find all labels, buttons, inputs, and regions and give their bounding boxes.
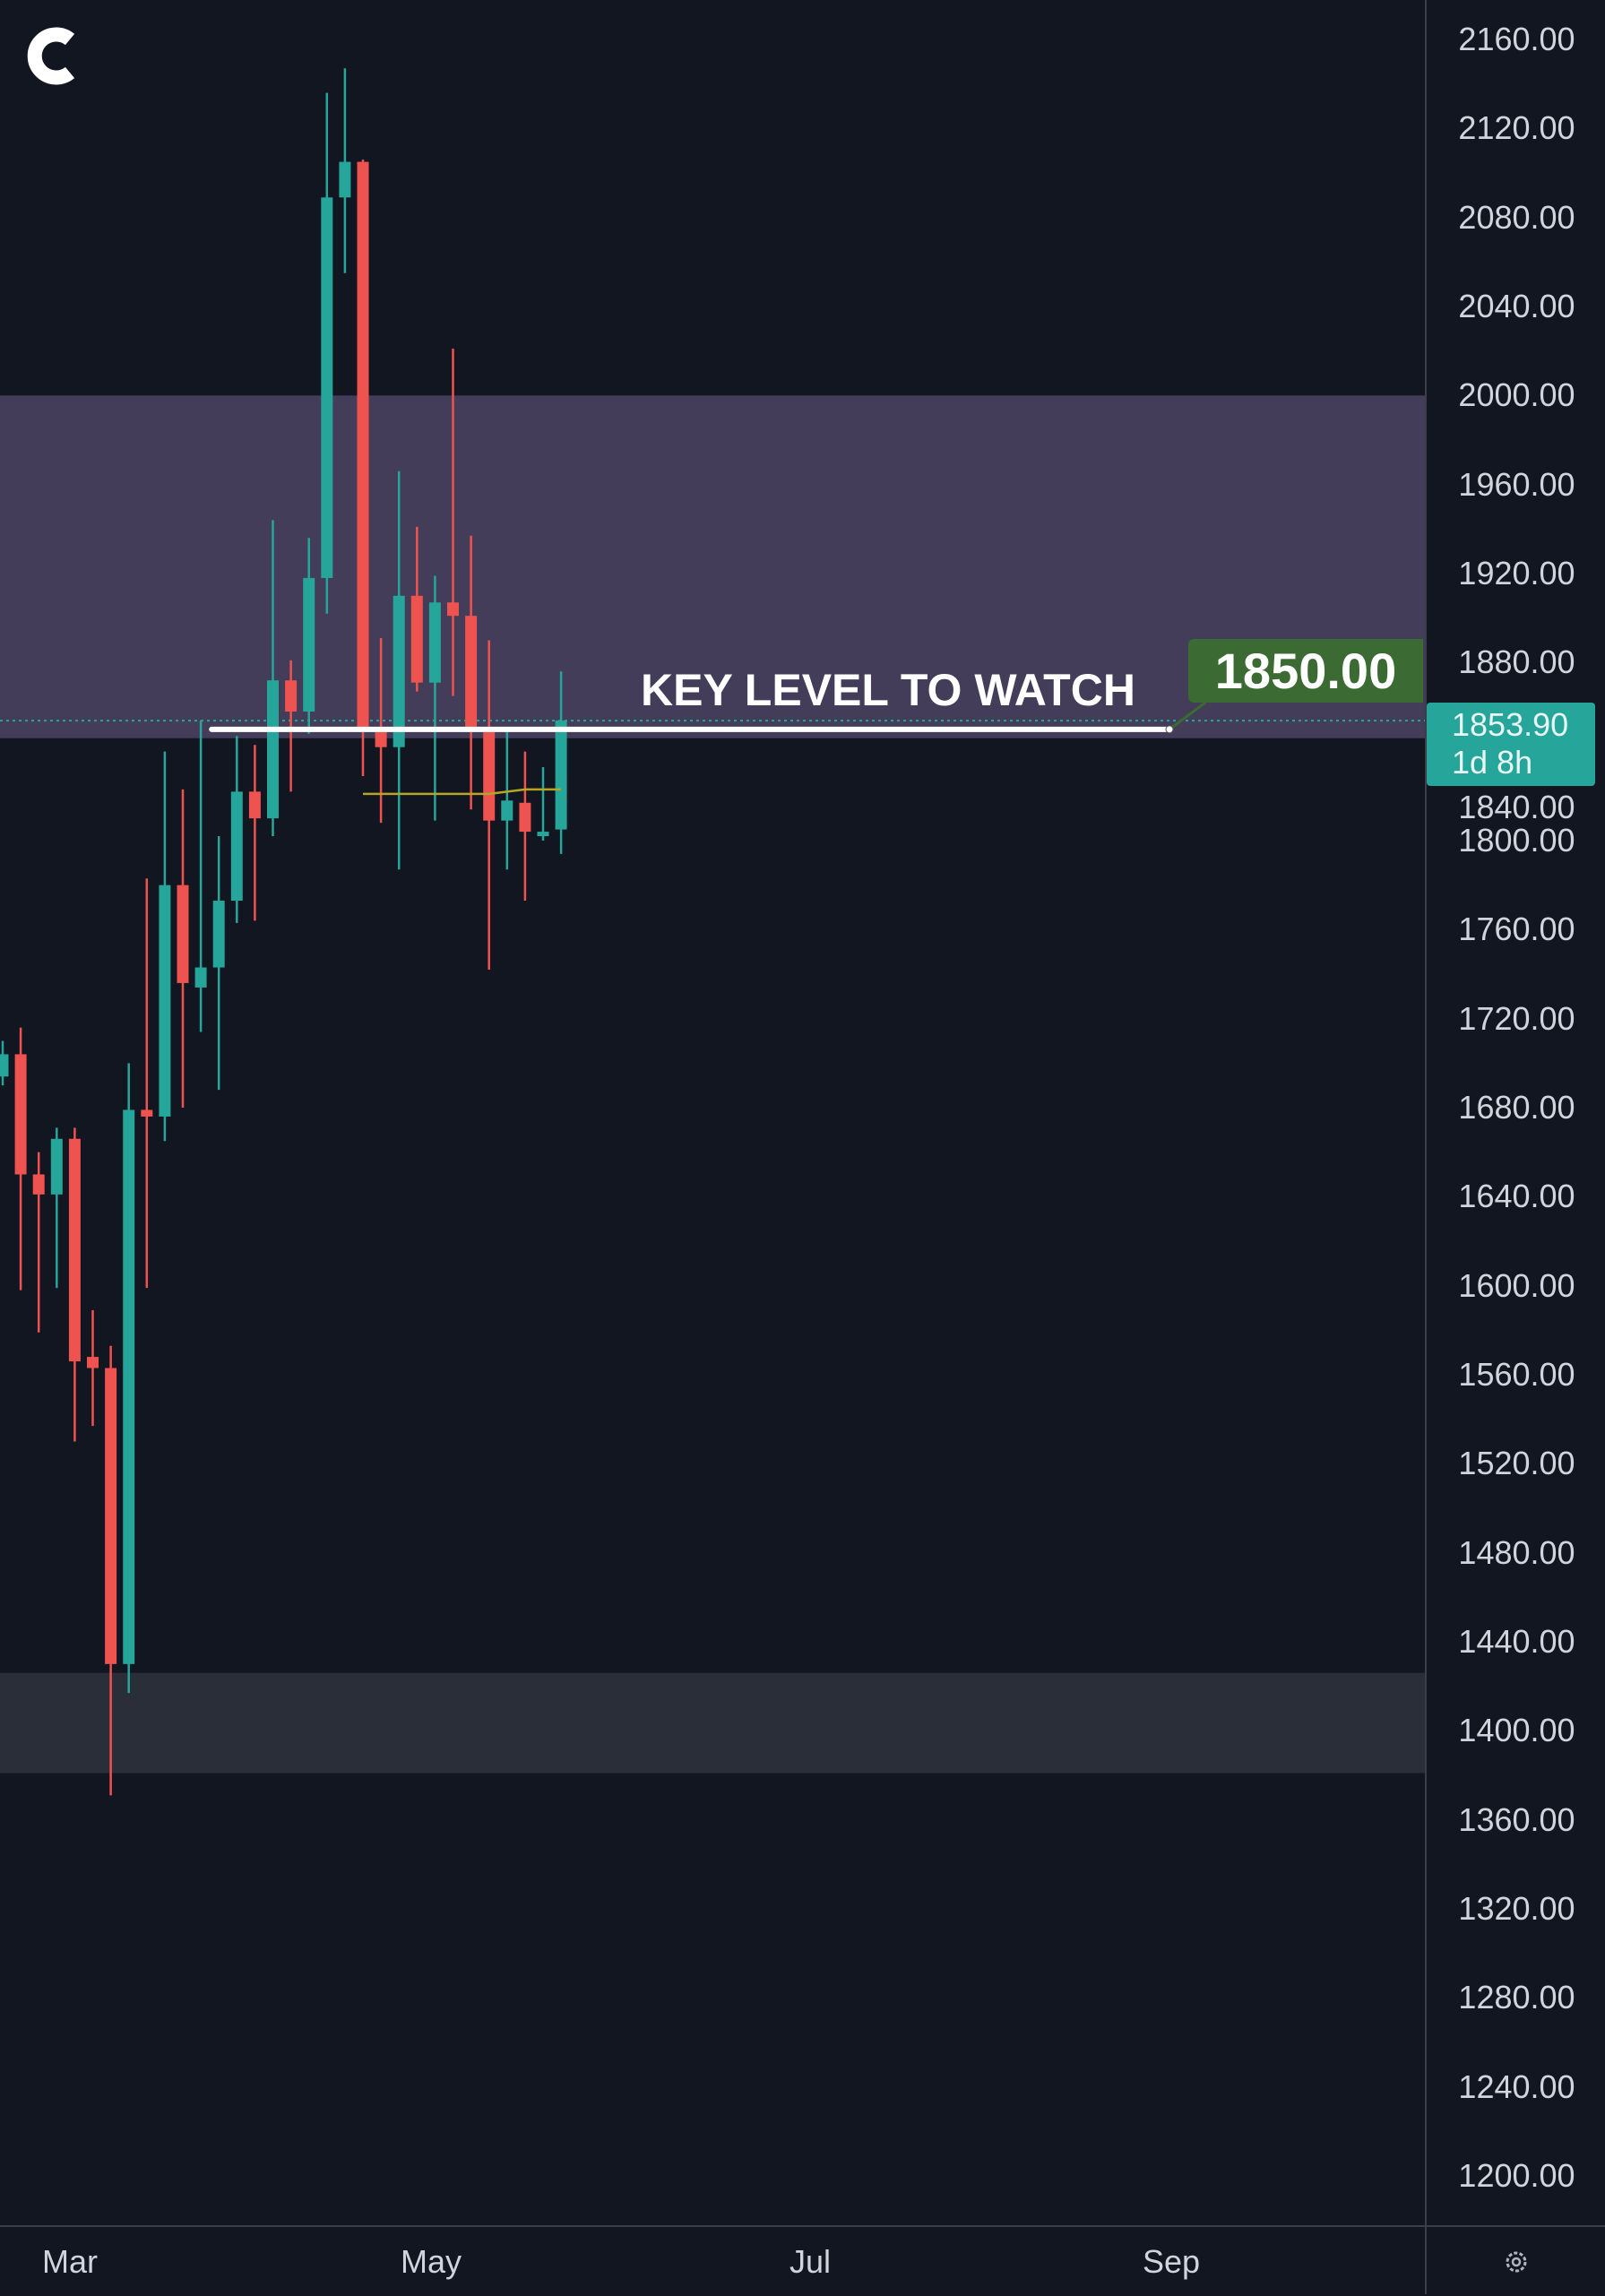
candle-body [0,1054,9,1077]
candle-body [501,800,513,821]
axis-corner [1425,2225,1605,2294]
candle-body [159,885,171,1117]
candle-body [303,577,315,712]
price-tick: 1440.00 [1458,1622,1575,1660]
candle-body [141,1109,153,1117]
key-level-handle [1165,725,1174,734]
moving-average-line [363,788,562,796]
candle-body [357,161,369,728]
time-tick: Jul [789,2243,832,2280]
candle-body [393,595,405,747]
price-tick: 2000.00 [1458,376,1575,414]
candle-body [519,802,531,833]
candle-body [32,1174,45,1195]
price-tick: 1400.00 [1458,1712,1575,1749]
gear-icon [1506,2251,1527,2273]
c-logo-icon [27,27,75,85]
bar-countdown: 1d 8h [1452,744,1533,781]
price-tick: 1720.00 [1458,999,1575,1037]
candle-body [321,197,333,578]
price-tick: 1320.00 [1458,1889,1575,1927]
price-tick: 1800.00 [1458,821,1575,859]
price-tick: 1960.00 [1458,465,1575,503]
price-tick: 2120.00 [1458,109,1575,147]
current-price-badge: 1853.90 1d 8h [1427,703,1595,786]
current-price-value: 1853.90 [1452,706,1569,743]
candle-body [68,1138,81,1362]
candle-body [339,161,351,198]
zone [0,395,1425,738]
price-tick: 1600.00 [1458,1266,1575,1304]
price-tick: 1680.00 [1458,1088,1575,1126]
candle-body [50,1138,63,1195]
candle-body [105,1368,117,1664]
price-tick: 1640.00 [1458,1178,1575,1215]
candle-body [267,680,279,819]
candle-body [410,595,423,683]
key-level-annotation: KEY LEVEL TO WATCH [641,665,1135,715]
zone [0,1672,1425,1774]
price-tick: 1840.00 [1458,789,1575,825]
settings-button[interactable] [1502,2248,1531,2276]
candle-body [285,680,298,712]
candle-body [194,967,207,988]
price-axis[interactable]: 2160.00 2120.00 2080.00 2040.00 2000.00 1960.… [1425,0,1605,2225]
price-tick: 2040.00 [1458,287,1575,324]
candle-body [230,791,243,902]
candle-body [14,1054,27,1175]
candle-body [212,901,225,968]
price-tick: 1240.00 [1458,2067,1575,2105]
key-level-label[interactable]: 1850.00 [1188,639,1423,703]
candle-body [177,885,189,983]
price-tick: 1200.00 [1458,2156,1575,2194]
time-tick: Mar [42,2243,98,2280]
price-tick: 2080.00 [1458,198,1575,236]
candle-body [537,832,549,837]
price-tick: 1880.00 [1458,643,1575,681]
candle-body [555,720,567,830]
key-level-connector [1169,701,1206,731]
price-tick: 1560.00 [1458,1355,1575,1393]
candle-body [465,616,478,732]
logo [25,27,79,85]
chart-plot-area[interactable]: KEY LEVEL TO WATCH 1850.00 [0,0,1425,2225]
time-tick: May [400,2243,462,2280]
candle-body [248,791,261,819]
price-tick: 1360.00 [1458,1800,1575,1838]
price-tick: 1760.00 [1458,911,1575,948]
candle-body [447,602,459,617]
candle-body [428,602,441,683]
price-tick: 1480.00 [1458,1533,1575,1571]
price-tick: 1280.00 [1458,1979,1575,2016]
price-tick: 1520.00 [1458,1445,1575,1482]
candle-body [483,731,496,821]
candlestick-chart [0,68,1425,1796]
price-tick: 1920.00 [1458,554,1575,591]
candle-body [123,1109,135,1664]
time-axis[interactable]: Mar May Jul Sep [0,2225,1605,2296]
candle-body [87,1357,99,1368]
time-tick: Sep [1142,2243,1201,2280]
price-tick: 2160.00 [1458,21,1575,57]
candle-body [375,727,387,747]
